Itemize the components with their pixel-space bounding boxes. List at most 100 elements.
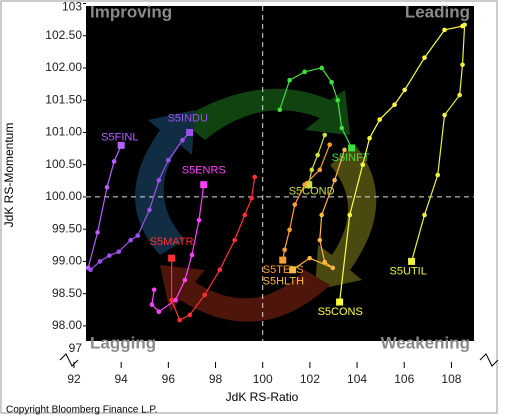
trail-point: [309, 167, 315, 173]
y-tick-label: 100.50: [45, 157, 82, 171]
trail-point: [166, 157, 171, 163]
trail-point: [128, 237, 133, 243]
trail-point: [232, 237, 237, 243]
trail: [308, 134, 326, 185]
trail-point: [319, 212, 324, 218]
quadrant-label: Leading: [405, 2, 470, 21]
trail-point: [377, 117, 383, 122]
trail-point: [242, 212, 248, 218]
trail-point: [151, 287, 157, 293]
y-tick-label: 101.00: [45, 125, 82, 139]
series-label: S5CONS: [318, 306, 363, 318]
trail-point: [156, 177, 162, 183]
trail-point: [95, 230, 100, 235]
series-label: S5UTIL: [390, 265, 427, 277]
trail-point: [302, 69, 307, 75]
trail-point: [111, 159, 117, 164]
trail: [171, 176, 256, 321]
trail-point: [435, 172, 441, 178]
series-label: S5INDU: [168, 112, 208, 124]
trail-point: [442, 112, 447, 118]
trail-point: [327, 142, 332, 148]
y-axis-break-label: 97: [69, 341, 83, 355]
quadrant-label: Lagging: [90, 333, 156, 352]
trail-point: [292, 202, 298, 207]
trail-point: [402, 87, 408, 93]
trail-point: [189, 252, 195, 258]
x-tick-label: 102: [300, 372, 320, 386]
y-tick-label: 101.50: [45, 92, 82, 106]
trail-point: [460, 62, 465, 68]
trail-point: [347, 212, 353, 218]
trail-point: [180, 137, 185, 143]
axis-break: [59, 353, 499, 367]
x-tick-label: 98: [209, 372, 223, 386]
series-label: S5FINL: [101, 131, 138, 143]
trail-point: [457, 92, 462, 98]
quadrant-label: Weakening: [381, 333, 470, 352]
trail: [279, 67, 353, 149]
trail-point: [173, 297, 178, 303]
trail-point: [360, 162, 366, 167]
y-tick-label: 99.50: [52, 221, 82, 235]
trail-point: [147, 207, 152, 213]
series-label: S5ENRS: [182, 165, 226, 177]
trail-point: [422, 55, 427, 60]
trail-point: [462, 22, 467, 28]
trail-head: [348, 144, 356, 152]
x-tick-label: 108: [441, 372, 461, 386]
trail-point: [392, 102, 397, 108]
trail-point: [315, 152, 320, 158]
trail-point: [322, 132, 328, 138]
trail-point: [135, 233, 140, 238]
y-tick-label: 98.00: [52, 318, 82, 332]
series-label: S5MATR: [150, 236, 194, 248]
trail-point: [97, 259, 103, 264]
trail-point: [339, 125, 345, 131]
trail-point: [169, 297, 174, 303]
trail-point: [249, 195, 254, 201]
trail-point: [88, 267, 93, 273]
trail-point: [367, 135, 372, 141]
y-tick-label: 100.00: [45, 189, 82, 203]
x-tick-label: 100: [253, 372, 273, 386]
trail-head: [168, 254, 176, 262]
series-label: S5HLTH: [263, 276, 304, 288]
trail-point: [196, 217, 202, 223]
trail-point: [156, 309, 162, 314]
trail-point: [252, 174, 257, 180]
trail-head: [200, 181, 208, 189]
trail-point: [107, 253, 112, 258]
x-axis-label: JdK RS-Ratio: [226, 390, 299, 404]
x-tick-label: 104: [347, 372, 367, 386]
trail-head: [289, 266, 297, 274]
trail: [339, 25, 463, 303]
trail-head: [408, 257, 416, 265]
rotation-arrows: [135, 88, 377, 322]
x-tick-label: 94: [114, 372, 128, 386]
trail-point: [319, 65, 324, 71]
trail-point: [149, 302, 155, 307]
plot-area: [86, 6, 474, 341]
trail-point: [187, 312, 193, 318]
trail-point: [287, 77, 292, 83]
trail-point: [332, 177, 337, 183]
trail-point: [307, 255, 312, 261]
trail-point: [302, 182, 307, 187]
trail-point: [177, 317, 182, 323]
trail-point: [217, 267, 223, 273]
trail: [292, 149, 346, 271]
x-tick-label: 106: [394, 372, 414, 386]
trail-head: [336, 298, 344, 306]
y-tick-label: 99.00: [52, 254, 82, 268]
trail-head: [305, 181, 313, 189]
trail-point: [329, 79, 334, 85]
y-tick-label: 102.00: [45, 60, 82, 74]
trail-head: [186, 128, 194, 136]
trail-point: [335, 97, 341, 103]
y-tick-label: 102.50: [45, 28, 82, 42]
trail-point: [342, 147, 347, 153]
trail-point: [422, 212, 427, 218]
trail-point: [317, 167, 323, 173]
